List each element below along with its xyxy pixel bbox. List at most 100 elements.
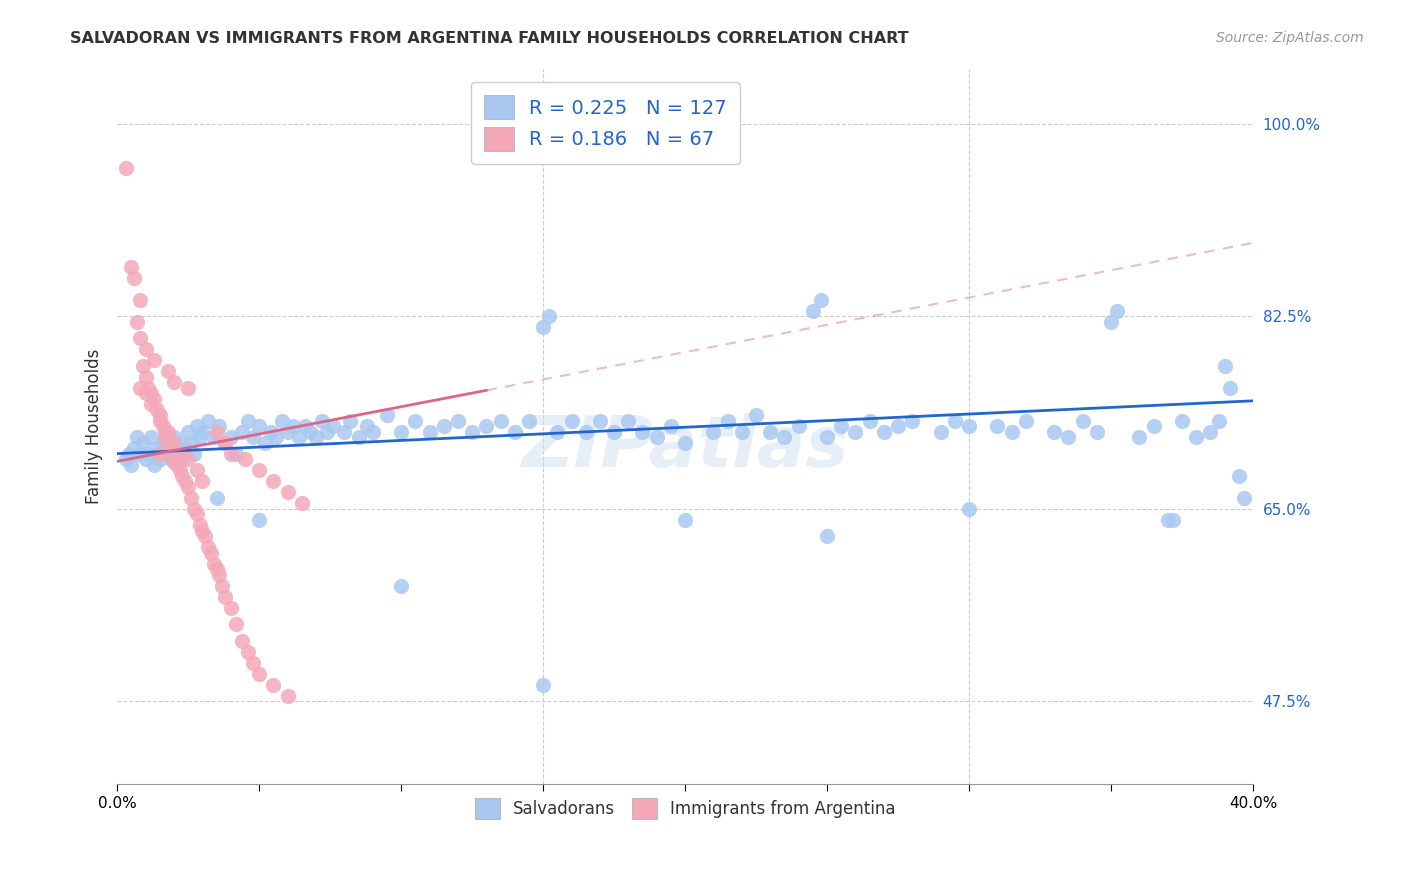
Point bbox=[659, 419, 682, 434]
Point bbox=[575, 425, 598, 439]
Point bbox=[177, 425, 200, 439]
Point bbox=[631, 425, 654, 439]
Point bbox=[138, 447, 160, 461]
Point bbox=[270, 414, 292, 428]
Point bbox=[1001, 425, 1024, 439]
Point bbox=[259, 425, 281, 439]
Point bbox=[929, 425, 952, 439]
Point bbox=[186, 463, 208, 477]
Point bbox=[163, 455, 186, 469]
Point bbox=[202, 557, 225, 571]
Point bbox=[146, 402, 169, 417]
Point bbox=[294, 419, 316, 434]
Point bbox=[1163, 513, 1185, 527]
Point bbox=[114, 452, 136, 467]
Point bbox=[759, 425, 782, 439]
Point bbox=[169, 447, 191, 461]
Point bbox=[143, 392, 166, 406]
Point bbox=[1199, 425, 1222, 439]
Point bbox=[901, 414, 924, 428]
Point bbox=[717, 414, 740, 428]
Point bbox=[943, 414, 966, 428]
Point bbox=[200, 546, 222, 560]
Point bbox=[149, 452, 172, 467]
Point bbox=[389, 425, 412, 439]
Point bbox=[125, 315, 148, 329]
Point bbox=[202, 430, 225, 444]
Point bbox=[322, 419, 344, 434]
Point bbox=[375, 408, 398, 422]
Point bbox=[1105, 303, 1128, 318]
Point bbox=[219, 600, 242, 615]
Point bbox=[163, 375, 186, 389]
Point bbox=[205, 491, 228, 505]
Point bbox=[191, 474, 214, 488]
Y-axis label: Family Households: Family Households bbox=[86, 349, 103, 504]
Point bbox=[169, 435, 191, 450]
Point bbox=[1208, 414, 1230, 428]
Point bbox=[1185, 430, 1208, 444]
Point bbox=[242, 656, 264, 670]
Point bbox=[361, 425, 384, 439]
Point bbox=[132, 435, 155, 450]
Point bbox=[163, 430, 186, 444]
Point bbox=[149, 447, 172, 461]
Point bbox=[247, 463, 270, 477]
Point bbox=[141, 386, 163, 401]
Point bbox=[172, 452, 194, 467]
Point bbox=[1128, 430, 1150, 444]
Point bbox=[141, 430, 163, 444]
Point bbox=[283, 419, 305, 434]
Point bbox=[277, 425, 299, 439]
Point bbox=[242, 430, 264, 444]
Point bbox=[157, 364, 180, 378]
Point bbox=[673, 513, 696, 527]
Point bbox=[873, 425, 896, 439]
Point bbox=[347, 430, 370, 444]
Point bbox=[247, 513, 270, 527]
Point bbox=[461, 425, 484, 439]
Point bbox=[489, 414, 512, 428]
Point bbox=[1142, 419, 1164, 434]
Point bbox=[418, 425, 440, 439]
Point bbox=[177, 480, 200, 494]
Point bbox=[146, 441, 169, 455]
Point bbox=[1157, 513, 1180, 527]
Point bbox=[617, 414, 640, 428]
Point bbox=[120, 260, 142, 274]
Point bbox=[957, 419, 980, 434]
Point bbox=[143, 353, 166, 368]
Point bbox=[177, 381, 200, 395]
Point bbox=[155, 430, 177, 444]
Point bbox=[219, 447, 242, 461]
Point bbox=[188, 430, 211, 444]
Point bbox=[537, 309, 560, 323]
Point bbox=[787, 419, 810, 434]
Point bbox=[1071, 414, 1094, 428]
Point bbox=[188, 518, 211, 533]
Point bbox=[404, 414, 426, 428]
Text: ZIPatlas: ZIPatlas bbox=[522, 413, 849, 482]
Point bbox=[186, 507, 208, 521]
Point bbox=[135, 342, 157, 356]
Point bbox=[211, 579, 233, 593]
Point bbox=[231, 425, 253, 439]
Point bbox=[129, 331, 152, 345]
Point bbox=[815, 430, 838, 444]
Point bbox=[1219, 381, 1241, 395]
Legend: Salvadorans, Immigrants from Argentina: Salvadorans, Immigrants from Argentina bbox=[468, 792, 903, 825]
Point bbox=[180, 491, 202, 505]
Point bbox=[277, 689, 299, 703]
Point bbox=[125, 430, 148, 444]
Point bbox=[645, 430, 668, 444]
Point bbox=[129, 447, 152, 461]
Point bbox=[132, 359, 155, 373]
Point bbox=[160, 447, 183, 461]
Point bbox=[773, 430, 796, 444]
Point bbox=[1171, 414, 1194, 428]
Point bbox=[1085, 425, 1108, 439]
Point bbox=[183, 501, 205, 516]
Point bbox=[214, 590, 236, 604]
Point bbox=[801, 303, 824, 318]
Point bbox=[291, 496, 314, 510]
